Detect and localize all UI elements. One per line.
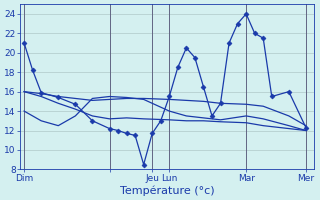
X-axis label: Température (°c): Température (°c): [120, 185, 214, 196]
